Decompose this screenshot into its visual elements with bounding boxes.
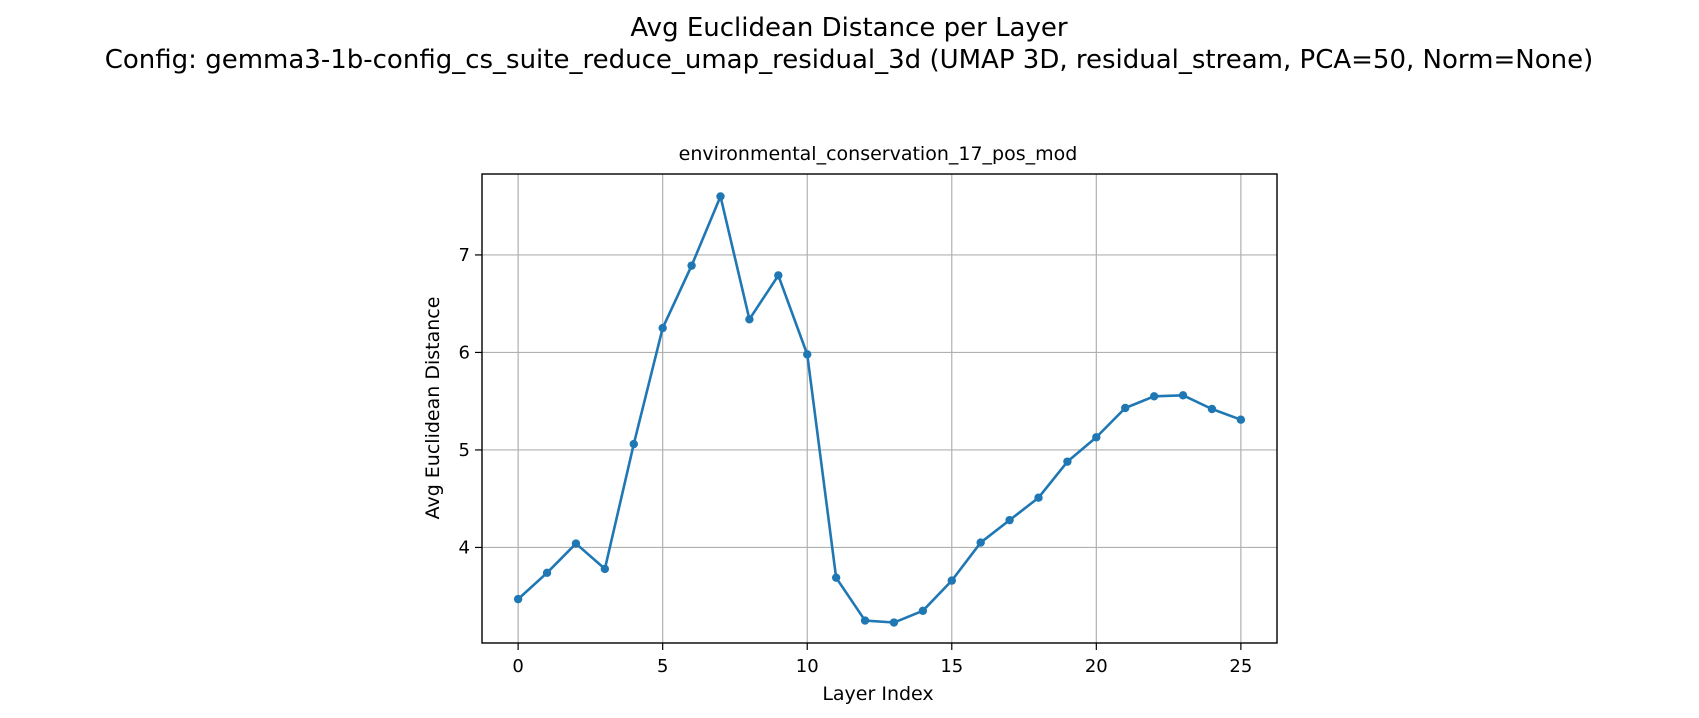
data-point <box>1149 392 1159 401</box>
y-tick-label: 6 <box>459 342 470 363</box>
series-layer <box>513 192 1246 627</box>
data-point <box>976 538 985 547</box>
y-axis-label: Avg Euclidean Distance <box>422 297 444 520</box>
data-point <box>1207 404 1217 414</box>
data-point <box>1005 515 1014 525</box>
data-point <box>658 323 667 333</box>
data-point <box>1121 403 1130 413</box>
data-point <box>831 573 841 582</box>
data-point <box>1178 391 1188 400</box>
plot-title: environmental_conservation_17_pos_mod <box>679 143 1078 165</box>
y-tick-label: 4 <box>459 537 470 558</box>
series-line <box>517 195 1242 624</box>
x-tick-label: 20 <box>1085 656 1108 677</box>
data-point <box>542 568 552 577</box>
data-point <box>716 192 725 201</box>
y-tick-label: 7 <box>459 245 470 266</box>
data-point <box>1092 433 1101 442</box>
data-point <box>745 315 754 324</box>
y-axis-ticks: 4 5 6 7 <box>459 245 482 558</box>
figure-subtitle: Config: gemma3-1b-config_cs_suite_reduce… <box>105 45 1593 75</box>
data-point <box>687 261 696 270</box>
data-point <box>1063 457 1072 466</box>
grid <box>482 174 1277 643</box>
data-point <box>774 271 783 280</box>
data-point <box>889 618 899 627</box>
plot-area: 0 5 10 15 20 25 4 5 6 7 <box>459 173 1278 677</box>
y-tick-label: 5 <box>459 440 470 461</box>
figure-title: Avg Euclidean Distance per Layer <box>630 13 1067 43</box>
data-point <box>1034 493 1043 502</box>
x-axis-label: Layer Index <box>822 683 933 705</box>
data-point <box>629 439 638 449</box>
x-axis-ticks: 0 5 10 15 20 25 <box>512 643 1252 677</box>
x-tick-label: 0 <box>512 656 523 677</box>
data-point <box>600 564 610 574</box>
x-tick-label: 25 <box>1229 656 1252 677</box>
x-tick-label: 10 <box>796 656 819 677</box>
data-point <box>513 594 523 604</box>
data-point <box>860 616 870 625</box>
data-point <box>571 539 581 548</box>
x-tick-label: 5 <box>657 656 668 677</box>
x-tick-label: 15 <box>940 656 963 677</box>
data-point <box>947 576 956 585</box>
data-point <box>918 606 928 616</box>
data-point <box>803 350 812 359</box>
axes-frame <box>481 173 1278 644</box>
data-point <box>1236 415 1246 424</box>
